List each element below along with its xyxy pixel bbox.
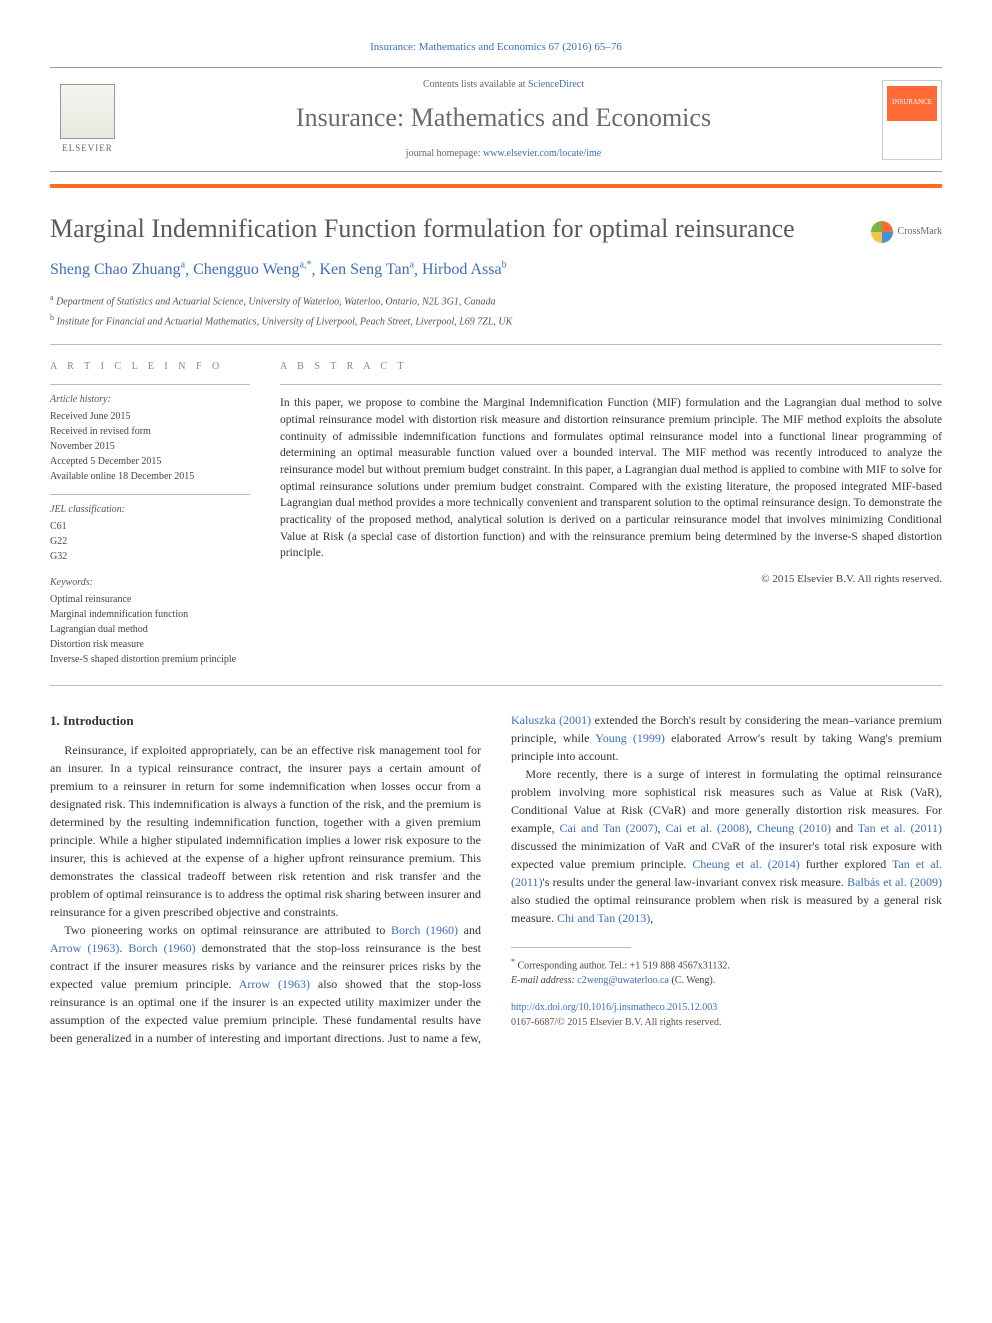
issn-line: 0167-6687/© 2015 Elsevier B.V. All right…: [511, 1015, 942, 1030]
jel-code: G32: [50, 549, 250, 564]
article-info-heading: A R T I C L E I N F O: [50, 360, 250, 374]
history-heading: Article history:: [50, 393, 250, 407]
jel-code: C61: [50, 519, 250, 534]
citation-link[interactable]: Borch (1960): [391, 923, 458, 937]
sciencedirect-link[interactable]: ScienceDirect: [528, 79, 584, 90]
author[interactable]: Hirbod Assab: [422, 261, 507, 278]
author[interactable]: Chengguo Wenga,*: [193, 261, 311, 278]
article-body: 1. Introduction Reinsurance, if exploite…: [50, 711, 942, 1047]
jel-heading: JEL classification:: [50, 503, 250, 517]
email-link[interactable]: c2weng@uwaterloo.ca: [577, 975, 669, 986]
divider: [50, 494, 250, 495]
citation-link[interactable]: Cheung (2010): [757, 821, 831, 835]
author-list: Sheng Chao Zhuanga, Chengguo Wenga,*, Ke…: [50, 259, 942, 282]
body-paragraph: More recently, there is a surge of inter…: [511, 765, 942, 927]
citation-link[interactable]: Borch (1960): [128, 941, 195, 955]
abstract-text: In this paper, we propose to combine the…: [280, 395, 942, 562]
accent-divider: [50, 184, 942, 188]
history-line: Received in revised form: [50, 424, 250, 439]
cover-label: INSURANCE: [887, 86, 937, 121]
section-heading: 1. Introduction: [50, 711, 481, 731]
citation-link[interactable]: Cai et al. (2008): [665, 821, 749, 835]
citation-link[interactable]: Tan et al. (2011): [858, 821, 942, 835]
crossmark-icon: [871, 221, 893, 243]
history-line: November 2015: [50, 439, 250, 454]
citation-link[interactable]: Chi and Tan (2013): [557, 911, 650, 925]
history-line: Received June 2015: [50, 409, 250, 424]
history-line: Available online 18 December 2015: [50, 469, 250, 484]
contents-prefix: Contents lists available at: [423, 79, 528, 90]
publisher-logo[interactable]: ELSEVIER: [50, 80, 125, 160]
article-title: Marginal Indemnification Function formul…: [50, 213, 942, 244]
homepage-line: journal homepage: www.elsevier.com/locat…: [140, 147, 867, 161]
homepage-prefix: journal homepage:: [406, 148, 483, 159]
keyword: Marginal indemnification function: [50, 607, 250, 622]
journal-header-bar: ELSEVIER Contents lists available at Sci…: [50, 67, 942, 171]
divider: [280, 384, 942, 385]
citation-link[interactable]: Kaluszka (2001): [511, 713, 591, 727]
affiliation: b Institute for Financial and Actuarial …: [50, 312, 942, 329]
keywords-heading: Keywords:: [50, 576, 250, 590]
author[interactable]: Ken Seng Tana: [319, 261, 414, 278]
article-info-sidebar: A R T I C L E I N F O Article history: R…: [50, 360, 250, 667]
citation-link[interactable]: Arrow (1963): [239, 977, 310, 991]
keyword: Optimal reinsurance: [50, 592, 250, 607]
author[interactable]: Sheng Chao Zhuanga: [50, 261, 185, 278]
citation-link[interactable]: Balbás et al. (2009): [847, 875, 942, 889]
body-paragraph: Reinsurance, if exploited appropriately,…: [50, 741, 481, 921]
jel-code: G22: [50, 534, 250, 549]
copyright-line: © 2015 Elsevier B.V. All rights reserved…: [280, 572, 942, 587]
crossmark-badge[interactable]: CrossMark: [871, 221, 942, 243]
keyword: Distortion risk measure: [50, 637, 250, 652]
citation-link[interactable]: Cheung et al. (2014): [692, 857, 799, 871]
history-line: Accepted 5 December 2015: [50, 454, 250, 469]
keyword: Inverse-S shaped distortion premium prin…: [50, 652, 250, 667]
crossmark-label: CrossMark: [898, 225, 942, 239]
divider: [50, 384, 250, 385]
journal-cover-thumbnail[interactable]: INSURANCE: [882, 80, 942, 160]
abstract-heading: A B S T R A C T: [280, 360, 942, 374]
homepage-link[interactable]: www.elsevier.com/locate/ime: [483, 148, 601, 159]
corresponding-author-footnote: * Corresponding author. Tel.: +1 519 888…: [511, 956, 942, 987]
doi-link[interactable]: http://dx.doi.org/10.1016/j.insmatheco.2…: [511, 1002, 717, 1013]
divider: [50, 685, 942, 686]
journal-reference: Insurance: Mathematics and Economics 67 …: [50, 40, 942, 55]
keyword: Lagrangian dual method: [50, 622, 250, 637]
citation-link[interactable]: Cai and Tan (2007): [560, 821, 658, 835]
doi-line: http://dx.doi.org/10.1016/j.insmatheco.2…: [511, 1000, 942, 1015]
elsevier-tree-icon: [60, 84, 115, 139]
citation-link[interactable]: Arrow (1963): [50, 941, 119, 955]
journal-title: Insurance: Mathematics and Economics: [140, 100, 867, 136]
footnote-divider: [511, 947, 631, 948]
divider: [50, 344, 942, 345]
affiliation: a Department of Statistics and Actuarial…: [50, 292, 942, 309]
publisher-label: ELSEVIER: [62, 142, 113, 155]
citation-link[interactable]: Young (1999): [595, 731, 665, 745]
contents-line: Contents lists available at ScienceDirec…: [140, 78, 867, 92]
